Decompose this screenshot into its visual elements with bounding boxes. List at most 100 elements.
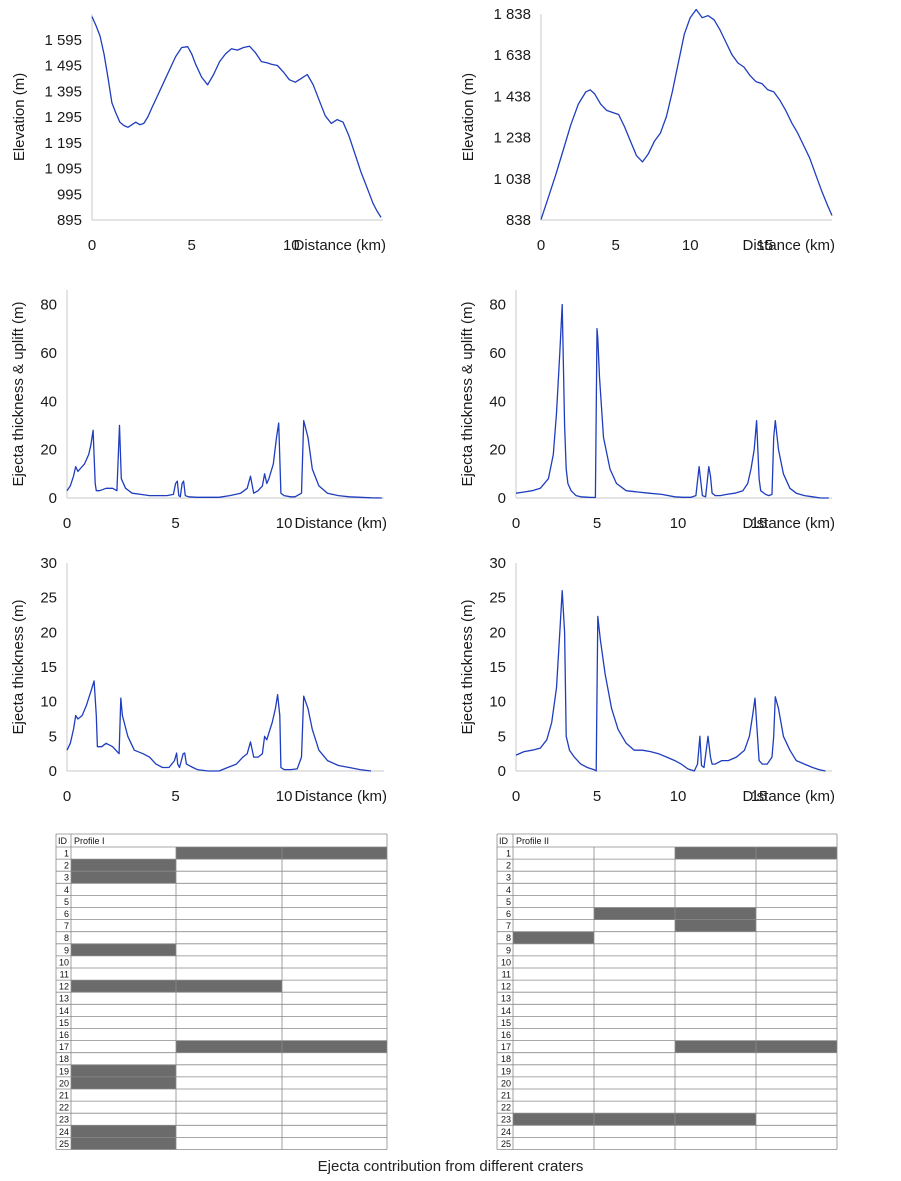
y-axis-title: Elevation (m) — [460, 73, 477, 161]
contribution-cell — [756, 847, 837, 860]
contribution-cell — [675, 1040, 756, 1053]
y-tick-label: 995 — [57, 186, 82, 203]
series-line-1 — [66, 419, 382, 499]
y-tick-label: 895 — [57, 212, 82, 229]
y-tick-label: 60 — [489, 345, 506, 362]
table-row-id: 16 — [501, 1030, 511, 1040]
x-tick-label: 5 — [611, 237, 619, 254]
table-row-id: 7 — [506, 921, 511, 931]
table-row-id: 15 — [59, 1018, 69, 1028]
y-tick-label: 838 — [506, 212, 531, 229]
table-row-id: 14 — [59, 1006, 69, 1016]
table-row-id: 19 — [59, 1066, 69, 1076]
contribution-cell — [71, 1064, 176, 1077]
y-tick-label: 30 — [489, 555, 506, 572]
y-tick-label: 1 438 — [493, 88, 531, 105]
contribution-cell — [675, 919, 756, 932]
y-tick-label: 1 038 — [493, 171, 531, 188]
table-row-id: 20 — [59, 1078, 69, 1088]
x-tick-label: 10 — [682, 237, 699, 254]
y-tick-label: 1 638 — [493, 47, 531, 64]
table-row-id: 14 — [501, 1006, 511, 1016]
y-axis-title: Ejecta thickness (m) — [459, 599, 476, 734]
y-axis-title: Ejecta thickness & uplift (m) — [10, 301, 27, 486]
table-row-id: 13 — [59, 994, 69, 1004]
contribution-cell — [71, 1076, 176, 1089]
table-row-id: 4 — [64, 885, 69, 895]
table-row-id: 10 — [501, 957, 511, 967]
table-row-id: 9 — [506, 945, 511, 955]
table-row-id: 1 — [64, 849, 69, 859]
table-row-id: 8 — [506, 933, 511, 943]
table-row-id: 7 — [64, 921, 69, 931]
table-title: Profile I — [74, 836, 105, 846]
table-row-id: 21 — [59, 1091, 69, 1101]
x-tick-label: 5 — [593, 515, 601, 532]
contribution-cell — [176, 1040, 282, 1053]
table-row-id: 20 — [501, 1078, 511, 1088]
series-line-1 — [91, 16, 382, 218]
table-row-id: 4 — [506, 885, 511, 895]
y-tick-label: 40 — [40, 393, 57, 410]
x-axis-title: Distance (km) — [294, 788, 387, 805]
x-tick-label: 0 — [537, 237, 545, 254]
x-tick-label: 5 — [593, 788, 601, 805]
y-tick-label: 15 — [489, 659, 506, 676]
table-row-id: 16 — [59, 1030, 69, 1040]
ejecta-table-2: ID Profile II1234567891011121314151617181… — [496, 833, 838, 1150]
table-row-id: 18 — [59, 1054, 69, 1064]
x-tick-label: 0 — [512, 515, 520, 532]
figure-caption: Ejecta contribution from different crate… — [317, 1158, 584, 1175]
x-tick-label: 15 — [757, 237, 774, 254]
table-row-id: 22 — [501, 1103, 511, 1113]
table-row-id: 19 — [501, 1066, 511, 1076]
contribution-cell — [71, 859, 176, 872]
x-tick-label: 10 — [670, 788, 687, 805]
ejecta-table-1: ID Profile I12345678910111213141516171819… — [55, 833, 388, 1150]
x-axis-title: Distance (km) — [742, 237, 835, 254]
y-tick-label: 20 — [40, 624, 57, 641]
table-id-header: ID — [499, 836, 509, 846]
y-tick-label: 1 095 — [44, 161, 82, 178]
table-row-id: 10 — [59, 957, 69, 967]
y-tick-label: 1 495 — [44, 58, 82, 75]
series-line-1 — [540, 8, 833, 220]
table-title: Profile II — [516, 836, 549, 846]
contribution-cell — [594, 1113, 675, 1126]
table-row-id: 23 — [501, 1115, 511, 1125]
contribution-cell — [675, 907, 756, 920]
y-tick-label: 80 — [40, 297, 57, 314]
contribution-cell — [282, 847, 387, 860]
y-tick-label: 30 — [40, 555, 57, 572]
y-tick-label: 10 — [40, 694, 57, 711]
table-row-id: 5 — [64, 897, 69, 907]
y-tick-label: 20 — [40, 442, 57, 459]
table-row-id: 11 — [60, 970, 69, 980]
table-row-id: 2 — [506, 861, 511, 871]
contribution-cell — [756, 1040, 837, 1053]
x-tick-label: 0 — [63, 788, 71, 805]
x-tick-label: 5 — [171, 515, 179, 532]
x-tick-label: 10 — [276, 788, 293, 805]
chart-panel-3: 0 20 40 60 80 0 5 10 Distance (km) Ejecta thickne… — [10, 290, 387, 532]
table-row-id: 22 — [59, 1103, 69, 1113]
table-id-header: ID — [58, 836, 68, 846]
y-tick-label: 5 — [49, 728, 57, 745]
table-row-id: 3 — [506, 873, 511, 883]
x-tick-label: 5 — [171, 788, 179, 805]
series-line-1 — [515, 590, 826, 772]
table-row-id: 21 — [501, 1091, 511, 1101]
y-tick-label: 0 — [49, 763, 57, 780]
chart-panel-2: 838 1 038 1 238 1 438 1 638 1 838 0 5 10 15Distan… — [460, 6, 835, 254]
x-tick-label: 0 — [63, 515, 71, 532]
y-tick-label: 1 838 — [493, 6, 531, 23]
contribution-cell — [176, 980, 282, 993]
y-tick-label: 5 — [498, 728, 506, 745]
y-tick-label: 1 238 — [493, 130, 531, 147]
table-row-id: 23 — [59, 1115, 69, 1125]
contribution-cell — [513, 1113, 594, 1126]
y-axis-title: Ejecta thickness & uplift (m) — [459, 301, 476, 486]
